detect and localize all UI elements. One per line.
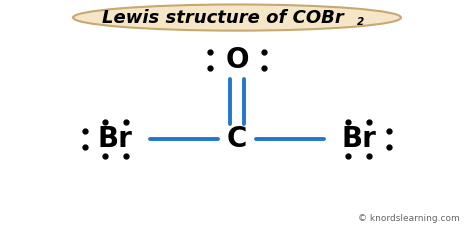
Text: Br: Br [98, 125, 133, 153]
Text: Br: Br [341, 125, 376, 153]
Ellipse shape [73, 4, 401, 31]
Text: © knordslearning.com: © knordslearning.com [358, 214, 459, 223]
Text: C: C [227, 125, 247, 153]
Text: O: O [225, 46, 249, 74]
Text: Lewis structure of COBr: Lewis structure of COBr [102, 9, 344, 27]
Text: 2: 2 [357, 17, 365, 27]
